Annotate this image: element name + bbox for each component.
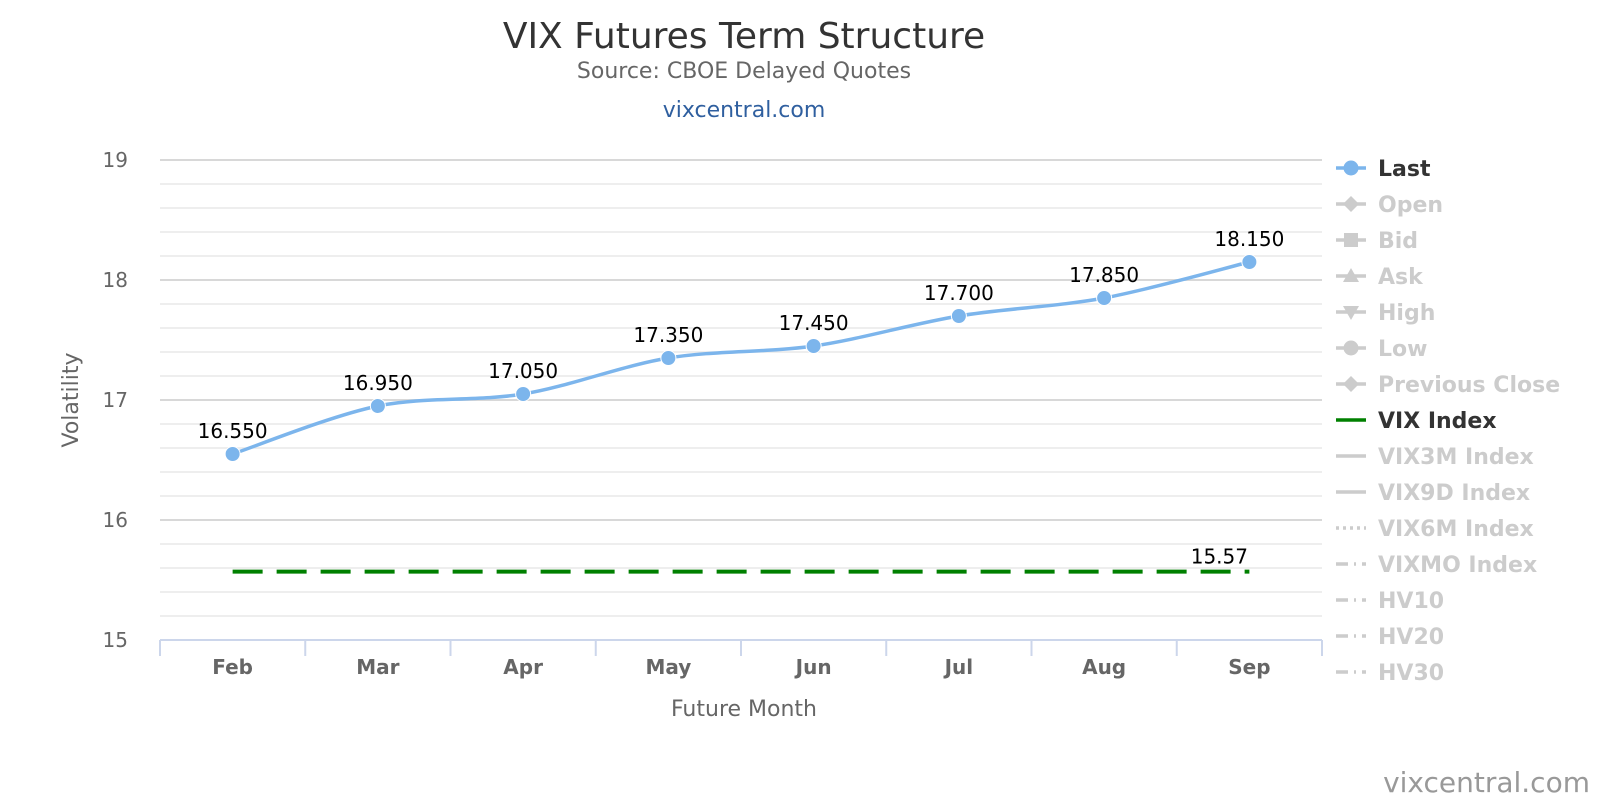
legend-item[interactable]: HV20 xyxy=(1336,625,1444,650)
legend-item[interactable]: High xyxy=(1336,301,1435,326)
last-point[interactable] xyxy=(369,398,386,414)
legend-circle-icon xyxy=(1343,160,1359,176)
legend-square-icon xyxy=(1344,233,1358,247)
y-tick-label: 17 xyxy=(103,388,128,412)
legend: Last Open Bid Ask High Low Previous Close VIX I… xyxy=(1336,157,1560,686)
legend-triangle-down-icon xyxy=(1343,306,1359,320)
legend-label: VIX3M Index xyxy=(1378,445,1534,470)
y-axis-ticks: 15 16 17 18 19 xyxy=(103,148,128,652)
last-point[interactable] xyxy=(1241,254,1258,270)
x-axis-title: Future Month xyxy=(671,697,817,722)
y-tick-label: 15 xyxy=(103,628,128,652)
credit-text[interactable]: vixcentral.com xyxy=(1383,766,1590,799)
legend-label: Last xyxy=(1378,157,1431,182)
legend-item[interactable]: Previous Close xyxy=(1336,373,1560,398)
legend-label: Ask xyxy=(1378,265,1424,290)
legend-label: Previous Close xyxy=(1378,373,1560,398)
last-data-label: 18.150 xyxy=(1214,227,1284,251)
last-data-label: 17.050 xyxy=(488,359,558,383)
legend-item[interactable]: Open xyxy=(1336,193,1443,218)
series-group: 15.57 16.550 16.950 17.050 17.350 17.450 17.70… xyxy=(198,227,1284,574)
legend-triangle-icon xyxy=(1343,268,1359,282)
x-tick-label: Feb xyxy=(212,655,253,679)
legend-label: VIX Index xyxy=(1378,409,1497,434)
x-tick-label: Mar xyxy=(356,655,399,679)
last-point[interactable] xyxy=(1096,290,1113,306)
legend-circle-icon xyxy=(1343,340,1359,356)
y-tick-label: 19 xyxy=(103,148,128,172)
x-tick-label: Jun xyxy=(794,655,832,679)
last-series-line xyxy=(232,260,1250,456)
x-tick-label: Aug xyxy=(1082,655,1126,679)
last-point[interactable] xyxy=(950,308,967,324)
legend-item[interactable]: Ask xyxy=(1336,265,1424,290)
last-point[interactable] xyxy=(224,446,241,462)
chart-title: VIX Futures Term Structure xyxy=(503,16,985,57)
gridlines xyxy=(160,159,1322,641)
legend-label: Low xyxy=(1378,337,1427,362)
last-data-label: 16.550 xyxy=(198,419,268,443)
legend-item[interactable]: VIX3M Index xyxy=(1336,445,1534,470)
vix-index-data-label: 15.57 xyxy=(1191,545,1248,569)
legend-diamond-icon xyxy=(1343,196,1359,212)
legend-diamond-icon xyxy=(1343,376,1359,392)
legend-item[interactable]: Last xyxy=(1336,157,1431,182)
y-tick-label: 18 xyxy=(103,268,128,292)
legend-item[interactable]: VIX9D Index xyxy=(1336,481,1530,506)
x-tick-label: May xyxy=(645,655,691,679)
legend-item[interactable]: VIXMO Index xyxy=(1336,553,1537,578)
legend-label: Open xyxy=(1378,193,1443,218)
chart-subtitle: Source: CBOE Delayed Quotes xyxy=(577,59,911,84)
legend-item[interactable]: HV30 xyxy=(1336,661,1444,686)
legend-label: VIXMO Index xyxy=(1378,553,1537,578)
y-axis-title: Volatility xyxy=(59,352,84,447)
legend-item[interactable]: VIX Index xyxy=(1336,409,1497,434)
last-data-label: 17.850 xyxy=(1069,263,1139,287)
last-data-label: 17.450 xyxy=(779,311,849,335)
x-tick-label: Apr xyxy=(503,655,543,679)
legend-item[interactable]: Low xyxy=(1336,337,1427,362)
legend-label: HV20 xyxy=(1378,625,1444,650)
legend-label: HV10 xyxy=(1378,589,1444,614)
x-tick-label: Jul xyxy=(943,655,974,679)
vixcentral-link[interactable]: vixcentral.com xyxy=(663,98,826,123)
legend-label: VIX9D Index xyxy=(1378,481,1530,506)
legend-item[interactable]: VIX6M Index xyxy=(1336,517,1534,542)
last-point[interactable] xyxy=(660,350,677,366)
last-data-label: 16.950 xyxy=(343,371,413,395)
last-point[interactable] xyxy=(805,338,822,354)
legend-label: HV30 xyxy=(1378,661,1444,686)
legend-item[interactable]: Bid xyxy=(1336,229,1418,254)
last-data-label: 17.350 xyxy=(633,323,703,347)
last-data-label: 17.700 xyxy=(924,281,994,305)
legend-label: Bid xyxy=(1378,229,1418,254)
last-point[interactable] xyxy=(515,386,532,402)
y-tick-label: 16 xyxy=(103,508,128,532)
x-tick-label: Sep xyxy=(1228,655,1270,679)
legend-label: High xyxy=(1378,301,1435,326)
legend-item[interactable]: HV10 xyxy=(1336,589,1444,614)
legend-label: VIX6M Index xyxy=(1378,517,1534,542)
x-axis: Feb Mar Apr May Jun Jul Aug Sep xyxy=(159,639,1323,679)
